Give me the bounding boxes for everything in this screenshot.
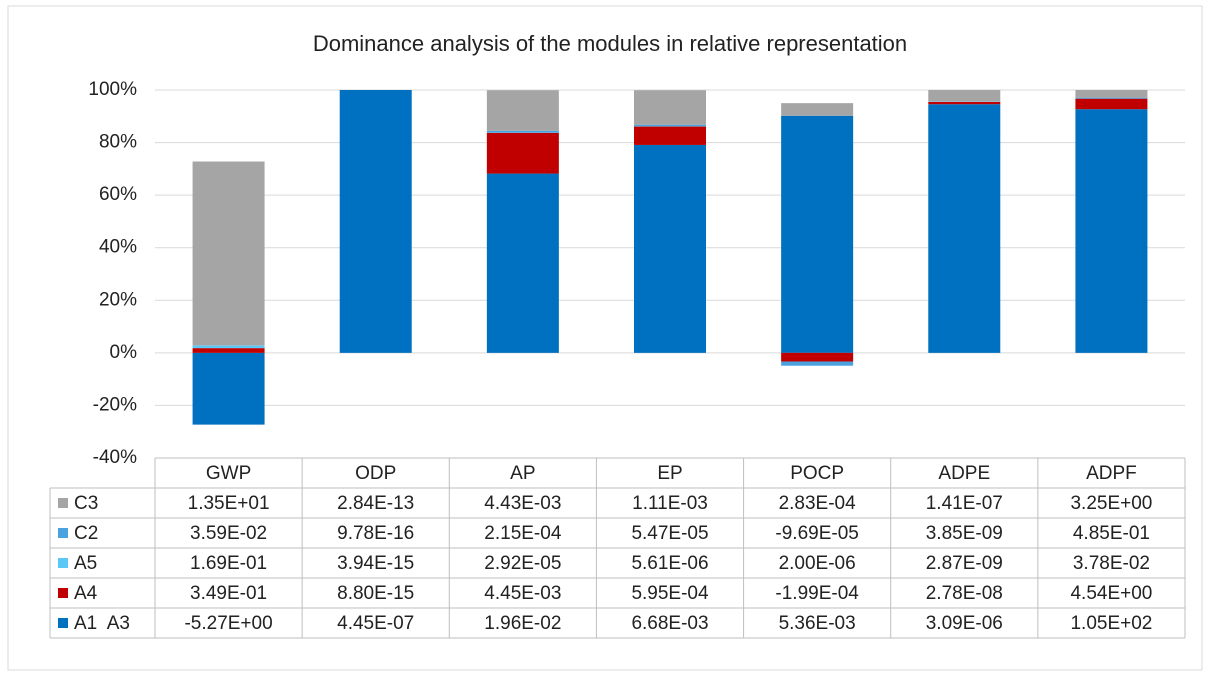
table-cell: 2.00E-06: [779, 553, 856, 574]
x-tick-label: POCP: [790, 463, 844, 484]
x-tick-label: ADPF: [1086, 463, 1137, 484]
bar-segment: [339, 90, 412, 353]
y-tick-label: 20%: [99, 289, 137, 310]
y-tick-label: 60%: [99, 184, 137, 205]
table-cell: 8.80E-15: [337, 583, 414, 604]
legend-swatch: [58, 588, 68, 598]
table-cell: 5.36E-03: [779, 613, 856, 634]
table-cell: 1.05E+02: [1070, 613, 1152, 634]
bar-segment: [1075, 98, 1148, 110]
legend-swatch: [58, 528, 68, 538]
bar-segment: [781, 352, 854, 362]
table-cell: 3.49E-01: [190, 583, 267, 604]
table-cell: 4.54E+00: [1070, 583, 1152, 604]
bar-segment: [928, 101, 1001, 105]
table-cell: 2.84E-13: [337, 493, 414, 514]
table-cell: 3.59E-02: [190, 523, 267, 544]
y-tick-label: 40%: [99, 237, 137, 258]
bar-segment: [486, 130, 559, 133]
table-cell: 1.11E-03: [632, 493, 708, 514]
bar-segment: [192, 161, 265, 346]
chart-frame: [7, 5, 1203, 671]
bar-segment: [192, 352, 265, 425]
bar-segment: [192, 348, 265, 353]
table-cell: 5.95E-04: [631, 583, 709, 604]
table-cell: 9.78E-16: [337, 523, 414, 544]
table-cell: 1.35E+01: [188, 493, 270, 514]
legend-swatch: [58, 498, 68, 508]
table-cell: 2.92E-05: [484, 553, 561, 574]
table-cell: 1.96E-02: [484, 613, 561, 634]
bar-segment: [1075, 90, 1148, 98]
table-cell: 2.78E-08: [926, 583, 1003, 604]
table-cell: -1.99E-04: [775, 583, 859, 604]
legend-swatch: [58, 558, 68, 568]
table-cell: 4.45E-07: [337, 613, 414, 634]
table-cell: 4.43E-03: [484, 493, 561, 514]
table-cell: 3.09E-06: [926, 613, 1003, 634]
bar-segment: [634, 126, 706, 145]
bar-segment: [634, 144, 706, 353]
table-cell: 6.68E-03: [631, 613, 708, 634]
table-cell: 1.69E-01: [190, 553, 267, 574]
bar-segment: [486, 90, 559, 131]
bar-segment: [192, 345, 265, 349]
y-tick-label: -20%: [93, 394, 137, 415]
table-cell: -9.69E-05: [775, 523, 858, 544]
table-cell: 3.78E-02: [1073, 553, 1150, 574]
x-tick-label: GWP: [206, 463, 251, 484]
bar-segment: [781, 361, 854, 366]
bar-segment: [781, 103, 854, 116]
x-tick-label: ADPE: [938, 463, 990, 484]
legend-swatch: [58, 618, 68, 628]
legend-label: A4: [74, 583, 98, 604]
table-cell: 2.87E-09: [926, 553, 1003, 574]
bar-segment: [634, 124, 706, 127]
x-tick-label: EP: [657, 463, 682, 484]
y-tick-label: 80%: [99, 132, 137, 153]
bar-segment: [486, 132, 559, 174]
bar-segment: [928, 90, 1001, 102]
bar-segment: [1075, 97, 1148, 99]
table-cell: 4.45E-03: [484, 583, 561, 604]
table-cell: 5.61E-06: [631, 553, 708, 574]
legend-label: C3: [74, 493, 98, 514]
legend-label: C2: [74, 523, 98, 544]
y-tick-label: 0%: [110, 342, 138, 363]
table-cell: 3.85E-09: [926, 523, 1003, 544]
legend-label: A5: [74, 553, 97, 574]
x-tick-label: AP: [510, 463, 535, 484]
table-cell: 3.25E+00: [1070, 493, 1152, 514]
bar-segment: [192, 345, 265, 346]
table-cell: 4.85E-01: [1073, 523, 1150, 544]
table-cell: 2.83E-04: [779, 493, 857, 514]
bar-segment: [634, 90, 706, 125]
table-cell: 1.41E-07: [926, 493, 1003, 514]
table-cell: 2.15E-04: [484, 523, 562, 544]
y-tick-label: 100%: [88, 79, 137, 100]
bar-segment: [1075, 109, 1148, 353]
table-cell: 3.94E-15: [337, 553, 414, 574]
table-cell: 5.47E-05: [631, 523, 708, 544]
x-tick-label: ODP: [355, 463, 396, 484]
bar-segment: [781, 115, 854, 353]
bar-segment: [928, 104, 1001, 353]
table-cell: -5.27E+00: [184, 613, 272, 634]
bar-segment: [486, 173, 559, 353]
y-tick-label: -40%: [93, 447, 137, 468]
legend-label: A1 A3: [74, 613, 130, 634]
chart-title: Dominance analysis of the modules in rel…: [313, 31, 907, 56]
